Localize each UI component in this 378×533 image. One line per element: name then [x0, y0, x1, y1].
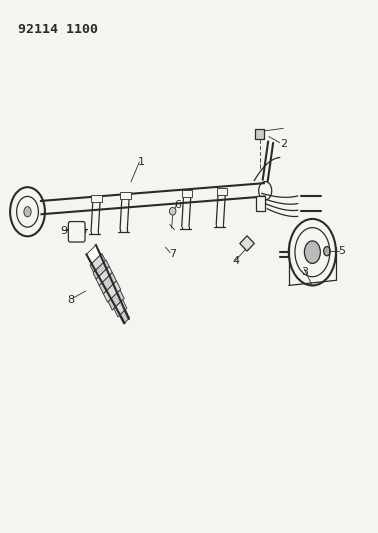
- Polygon shape: [108, 290, 124, 310]
- Circle shape: [304, 241, 321, 263]
- Text: 5: 5: [338, 246, 345, 256]
- Text: 2: 2: [280, 139, 287, 149]
- Circle shape: [24, 207, 31, 217]
- Text: 7: 7: [169, 249, 176, 259]
- Bar: [217, 188, 227, 195]
- Text: 8: 8: [68, 295, 74, 305]
- Circle shape: [324, 247, 330, 256]
- Bar: [256, 196, 265, 211]
- Polygon shape: [99, 272, 116, 294]
- Text: 1: 1: [138, 157, 145, 167]
- Polygon shape: [90, 254, 105, 272]
- Text: 4: 4: [232, 256, 240, 266]
- Text: 6: 6: [175, 200, 181, 210]
- Text: 92114 1100: 92114 1100: [19, 23, 98, 36]
- Ellipse shape: [169, 207, 176, 215]
- Text: 3: 3: [302, 266, 308, 277]
- Polygon shape: [104, 281, 121, 302]
- Polygon shape: [93, 260, 109, 279]
- Polygon shape: [240, 236, 254, 251]
- Polygon shape: [119, 310, 130, 324]
- Bar: [121, 192, 130, 199]
- Bar: [91, 195, 102, 202]
- FancyBboxPatch shape: [68, 222, 85, 242]
- Polygon shape: [114, 300, 127, 317]
- Bar: [182, 190, 192, 197]
- Text: 9: 9: [60, 225, 67, 236]
- Polygon shape: [96, 266, 112, 286]
- Polygon shape: [87, 245, 101, 264]
- Bar: [256, 130, 264, 139]
